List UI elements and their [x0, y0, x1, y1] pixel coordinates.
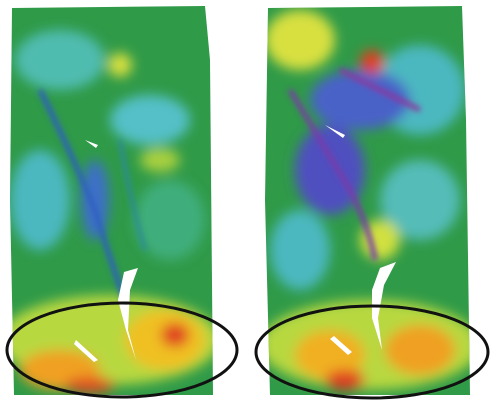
blob: [108, 53, 132, 77]
blob: [385, 325, 455, 375]
blob: [265, 10, 335, 70]
blob: [161, 323, 189, 347]
right-map: [250, 0, 490, 402]
left-map: [0, 0, 230, 402]
page: (() => { const data = JSON.parse(documen…: [0, 0, 493, 402]
blob: [10, 150, 70, 250]
blob: [325, 370, 365, 390]
blob: [360, 50, 384, 74]
blob: [110, 95, 190, 145]
blob: [140, 148, 180, 172]
figure: [0, 0, 493, 402]
blob: [65, 377, 115, 393]
blob: [15, 30, 105, 90]
blob: [81, 160, 109, 240]
blob: [270, 210, 330, 290]
